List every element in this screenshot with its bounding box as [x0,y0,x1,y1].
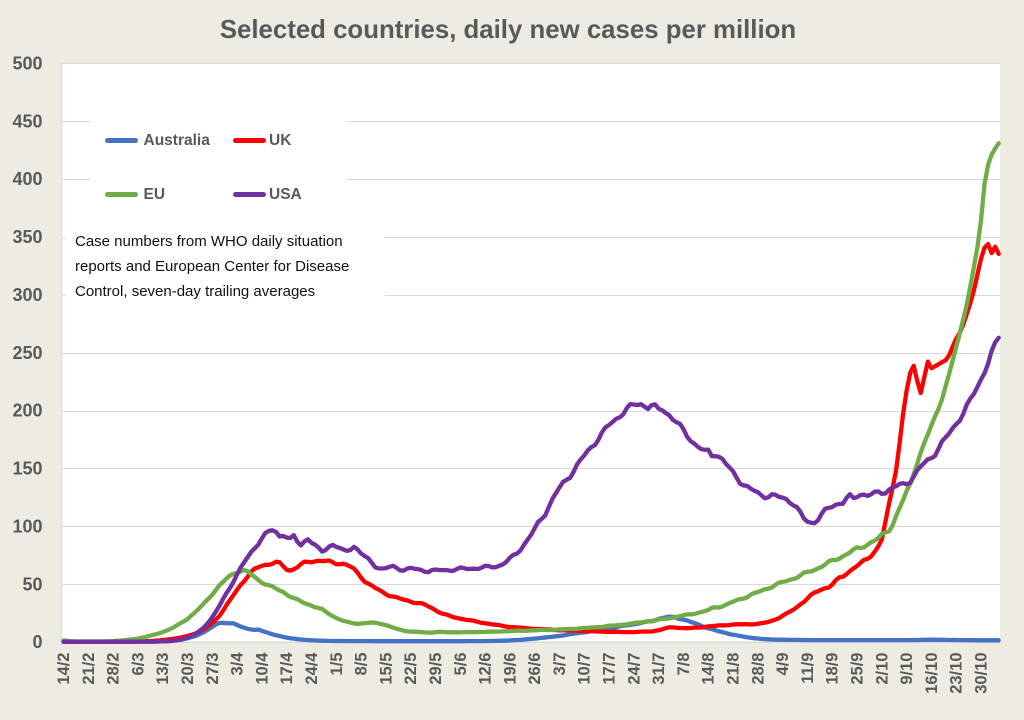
svg-text:5/6: 5/6 [452,653,470,676]
svg-text:8/5: 8/5 [353,653,371,676]
svg-text:10/7: 10/7 [576,653,594,685]
svg-text:150: 150 [12,459,42,479]
svg-text:25/9: 25/9 [849,653,867,685]
svg-text:1/5: 1/5 [328,653,346,676]
svg-text:12/6: 12/6 [477,653,495,685]
svg-text:18/9: 18/9 [824,653,842,685]
svg-text:24/7: 24/7 [625,653,643,685]
svg-text:28/2: 28/2 [105,653,123,685]
svg-text:13/3: 13/3 [154,653,172,685]
svg-text:30/10: 30/10 [973,653,991,694]
svg-text:20/3: 20/3 [179,653,197,685]
svg-text:100: 100 [12,517,42,537]
svg-text:11/9: 11/9 [799,653,817,684]
svg-text:28/8: 28/8 [749,653,767,685]
svg-text:0: 0 [32,632,42,652]
svg-text:15/5: 15/5 [377,653,395,685]
svg-text:200: 200 [12,401,42,421]
svg-text:350: 350 [12,227,42,247]
svg-text:21/2: 21/2 [80,653,98,685]
svg-text:14/8: 14/8 [700,653,718,685]
svg-text:21/8: 21/8 [725,653,743,685]
svg-text:17/7: 17/7 [601,653,619,685]
svg-text:24/4: 24/4 [303,652,321,685]
svg-text:3/4: 3/4 [229,652,247,676]
svg-text:3/7: 3/7 [551,653,569,676]
svg-text:14/2: 14/2 [55,653,73,685]
svg-text:16/10: 16/10 [923,653,941,694]
svg-text:23/10: 23/10 [948,653,966,694]
svg-text:50: 50 [22,574,42,594]
svg-text:250: 250 [12,343,42,363]
svg-text:31/7: 31/7 [650,653,668,685]
svg-text:29/5: 29/5 [427,653,445,685]
svg-text:7/8: 7/8 [675,653,693,676]
svg-text:4/9: 4/9 [774,653,792,676]
svg-text:9/10: 9/10 [898,653,916,685]
svg-text:19/6: 19/6 [501,653,519,685]
svg-text:26/6: 26/6 [526,653,544,685]
svg-text:27/3: 27/3 [204,653,222,685]
svg-text:17/4: 17/4 [278,652,296,685]
svg-text:10/4: 10/4 [253,652,271,685]
svg-text:300: 300 [12,285,42,305]
svg-text:6/3: 6/3 [129,653,147,676]
svg-text:400: 400 [12,169,42,189]
svg-text:450: 450 [12,111,42,131]
svg-text:500: 500 [12,54,42,74]
svg-text:2/10: 2/10 [873,653,891,685]
svg-text:22/5: 22/5 [402,653,420,685]
